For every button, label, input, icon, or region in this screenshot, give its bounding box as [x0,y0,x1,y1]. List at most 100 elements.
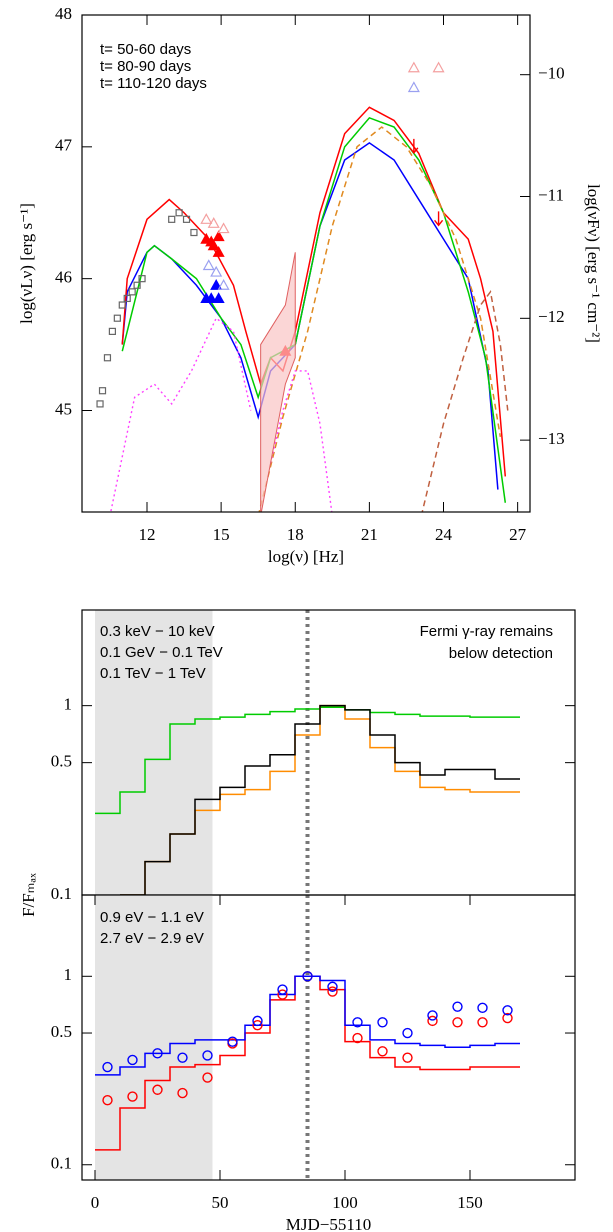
marker [128,288,136,296]
series-line [120,704,520,895]
marker [103,354,112,362]
marker [402,1052,413,1063]
upper-limit [434,211,444,227]
series-line [95,706,520,815]
marker [96,400,104,408]
series-line [121,116,507,503]
marker [210,265,223,277]
marker [182,215,191,223]
marker [452,1017,463,1028]
x-tick-label: 15 [213,525,230,544]
y-tick-label: 0.1 [51,1154,72,1173]
y2-tick-label: −12 [538,307,565,326]
marker [352,1017,363,1028]
series-line [95,975,520,1076]
marker [427,1015,438,1027]
y-axis-label: F/Fₘₐₓ [19,873,38,917]
legend-entry: 0.3 keV − 10 keV [100,623,215,640]
x-tick-label: 100 [332,1193,358,1212]
upper-limit [409,138,419,154]
series-line [121,141,499,490]
legend-entry: 0.1 GeV − 0.1 TeV [100,644,223,661]
marker [212,230,225,242]
legend-entry: t= 80-90 days [100,58,191,75]
marker [202,1050,213,1061]
y2-tick-label: −11 [538,185,564,204]
marker [502,1005,513,1016]
marker [477,1002,488,1014]
x-tick-label: 27 [509,525,527,544]
y-tick-label: 0.1 [51,884,72,903]
series-line [258,126,502,512]
y-tick-label: 0.5 [51,752,72,771]
marker [133,281,141,289]
plot-area [95,895,520,1180]
series-line [121,106,507,477]
legend-entry: 0.1 TeV − 1 TeV [100,665,206,682]
marker [212,292,225,304]
marker [168,215,176,223]
frame [81,894,576,1181]
plot-area [95,610,520,895]
marker [207,217,220,228]
marker [217,222,230,234]
marker [502,1012,513,1024]
marker [227,1036,238,1047]
y-tick-label: 1 [64,965,73,984]
marker [252,1015,263,1027]
y-tick-label: 47 [55,136,73,155]
marker [407,81,420,93]
annotation: Fermi γ-ray remains [420,623,553,640]
marker [377,1017,388,1028]
marker [202,1072,213,1083]
y2-axis-label: log(νFν) [erg s⁻¹ cm⁻²] [584,184,603,343]
marker [152,1084,163,1095]
x-tick-label: 50 [212,1193,229,1212]
y-tick-label: 1 [64,695,73,714]
x-tick-label: 150 [457,1193,483,1212]
marker [212,246,225,257]
marker [277,989,288,1000]
marker [113,314,121,322]
marker [202,259,215,271]
y-tick-label: 45 [55,399,72,418]
marker [152,1048,163,1059]
marker [352,1032,363,1044]
x-tick-label: 21 [361,525,378,544]
x-tick-label: 18 [287,525,304,544]
y2-tick-label: −13 [538,429,565,448]
marker [427,1010,438,1021]
marker [200,213,213,224]
x-axis-label: log(ν) [Hz] [268,547,344,566]
marker [175,209,183,217]
legend-entry: 2.7 eV − 2.9 eV [100,930,204,947]
bowtie [260,252,296,512]
marker [377,1046,388,1057]
marker [177,1087,188,1099]
marker [102,1095,113,1106]
marker [190,228,198,237]
marker [123,294,131,303]
x-tick-label: 24 [435,525,453,544]
legend-entry: 0.9 eV − 1.1 eV [100,909,204,926]
marker [452,1001,463,1012]
annotation: below detection [449,645,553,662]
x-tick-label: 12 [138,525,155,544]
marker [138,275,146,283]
marker [127,1091,138,1102]
marker [302,971,313,982]
x-tick-label: 0 [91,1193,100,1212]
marker [402,1027,413,1039]
marker [108,327,116,335]
x-axis-label: MJD−55110 [286,1215,371,1232]
marker [252,1020,263,1031]
marker [210,279,223,290]
marker [277,984,288,995]
y2-tick-label: −10 [538,64,565,83]
y-axis-label: log(νLν) [erg s⁻¹] [17,203,36,324]
shaded-region [95,610,213,895]
y-tick-label: 0.5 [51,1022,72,1041]
marker [432,61,445,73]
marker [118,301,126,309]
